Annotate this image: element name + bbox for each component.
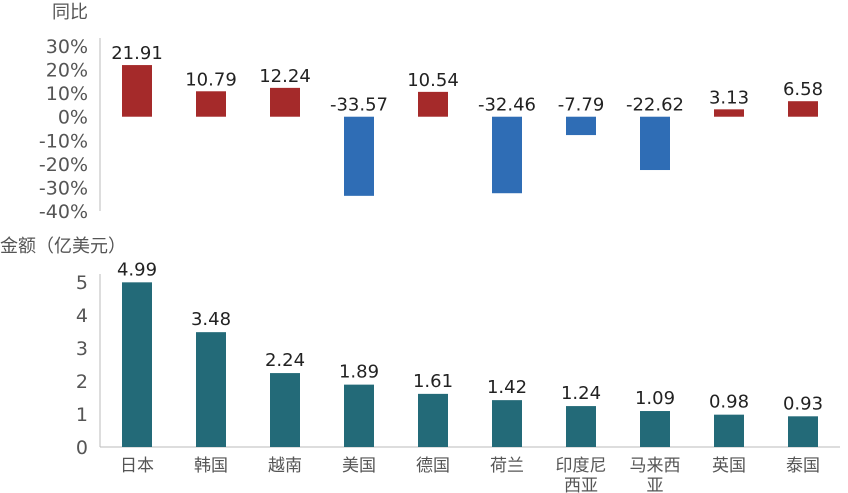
bottom-bar-越南 xyxy=(270,373,300,447)
bottom-bar-英国 xyxy=(714,414,744,447)
bottom-bar-value-label: 1.89 xyxy=(339,362,379,383)
x-category-label: 韩国 xyxy=(194,456,228,476)
bottom-bar-value-label: 0.93 xyxy=(783,393,823,414)
top-bar-美国 xyxy=(344,116,374,196)
top-bar-value-label: -7.79 xyxy=(558,95,605,116)
top-bar-马来西亚 xyxy=(640,116,670,171)
top-bar-value-label: 21.91 xyxy=(111,43,163,64)
bottom-bar-泰国 xyxy=(788,416,818,447)
bottom-bar-美国 xyxy=(344,384,374,447)
bottom-bar-value-label: 2.24 xyxy=(265,350,305,371)
top-y-tick-label: 10% xyxy=(46,83,88,105)
x-category-label: 亚 xyxy=(647,476,664,493)
x-category-label: 西亚 xyxy=(564,476,598,493)
bottom-bar-荷兰 xyxy=(492,400,522,447)
top-bar-印度尼西亚 xyxy=(566,116,596,136)
top-y-tick-label: -40% xyxy=(39,201,88,223)
bottom-bar-日本 xyxy=(122,282,152,447)
top-bar-value-label: 3.13 xyxy=(709,87,749,108)
bottom-bar-value-label: 1.09 xyxy=(635,388,675,409)
top-y-tick-label: 0% xyxy=(58,107,88,129)
bottom-y-axis-title: 金额（亿美元） xyxy=(0,236,126,257)
bottom-bar-德国 xyxy=(418,393,448,447)
top-bar-value-label: -32.46 xyxy=(478,95,536,116)
bottom-y-tick-label: 1 xyxy=(76,404,88,426)
top-bar-value-label: -33.57 xyxy=(330,95,388,116)
top-bar-英国 xyxy=(714,109,744,117)
top-y-tick-label: -10% xyxy=(39,130,88,152)
x-category-label: 英国 xyxy=(712,456,746,476)
top-y-tick-label: 30% xyxy=(46,36,88,58)
bottom-y-tick-label: 3 xyxy=(76,338,88,360)
x-category-label: 越南 xyxy=(268,456,302,476)
top-bar-value-label: 6.58 xyxy=(783,79,823,100)
bottom-y-tick-label: 2 xyxy=(76,371,88,393)
top-bar-value-label: 12.24 xyxy=(259,66,311,87)
bottom-y-tick-label: 0 xyxy=(76,437,88,459)
top-bar-日本 xyxy=(122,65,152,117)
top-bar-value-label: 10.79 xyxy=(185,69,237,90)
bottom-y-tick-label: 5 xyxy=(76,272,88,294)
top-bar-泰国 xyxy=(788,101,818,117)
top-bar-value-label: -22.62 xyxy=(626,95,684,116)
bottom-bar-value-label: 1.24 xyxy=(561,383,601,404)
top-y-tick-label: -20% xyxy=(39,154,88,176)
top-bar-荷兰 xyxy=(492,116,522,194)
bottom-bar-value-label: 4.99 xyxy=(117,259,157,280)
x-category-label: 美国 xyxy=(342,456,376,476)
bottom-y-tick-label: 4 xyxy=(76,305,88,327)
x-category-label: 马来西 xyxy=(630,456,681,476)
bottom-bar-value-label: 0.98 xyxy=(709,392,749,413)
top-y-tick-label: 20% xyxy=(46,60,88,82)
bottom-bar-value-label: 1.61 xyxy=(413,371,453,392)
x-category-label: 荷兰 xyxy=(490,456,524,476)
bottom-bar-value-label: 3.48 xyxy=(191,309,231,330)
bottom-bar-韩国 xyxy=(196,332,226,447)
x-category-label: 德国 xyxy=(416,456,450,476)
top-bar-德国 xyxy=(418,91,448,117)
top-y-tick-label: -30% xyxy=(39,177,88,199)
top-bar-value-label: 10.54 xyxy=(407,70,459,91)
bottom-bar-value-label: 1.42 xyxy=(487,377,527,398)
bottom-bar-马来西亚 xyxy=(640,411,670,447)
bottom-bar-印度尼西亚 xyxy=(566,406,596,447)
x-category-label: 日本 xyxy=(120,456,154,476)
top-y-axis-title: 同比 xyxy=(52,2,88,23)
x-category-label: 印度尼 xyxy=(556,456,607,476)
top-bar-韩国 xyxy=(196,91,226,117)
top-bar-越南 xyxy=(270,87,300,117)
x-category-label: 泰国 xyxy=(786,456,820,476)
